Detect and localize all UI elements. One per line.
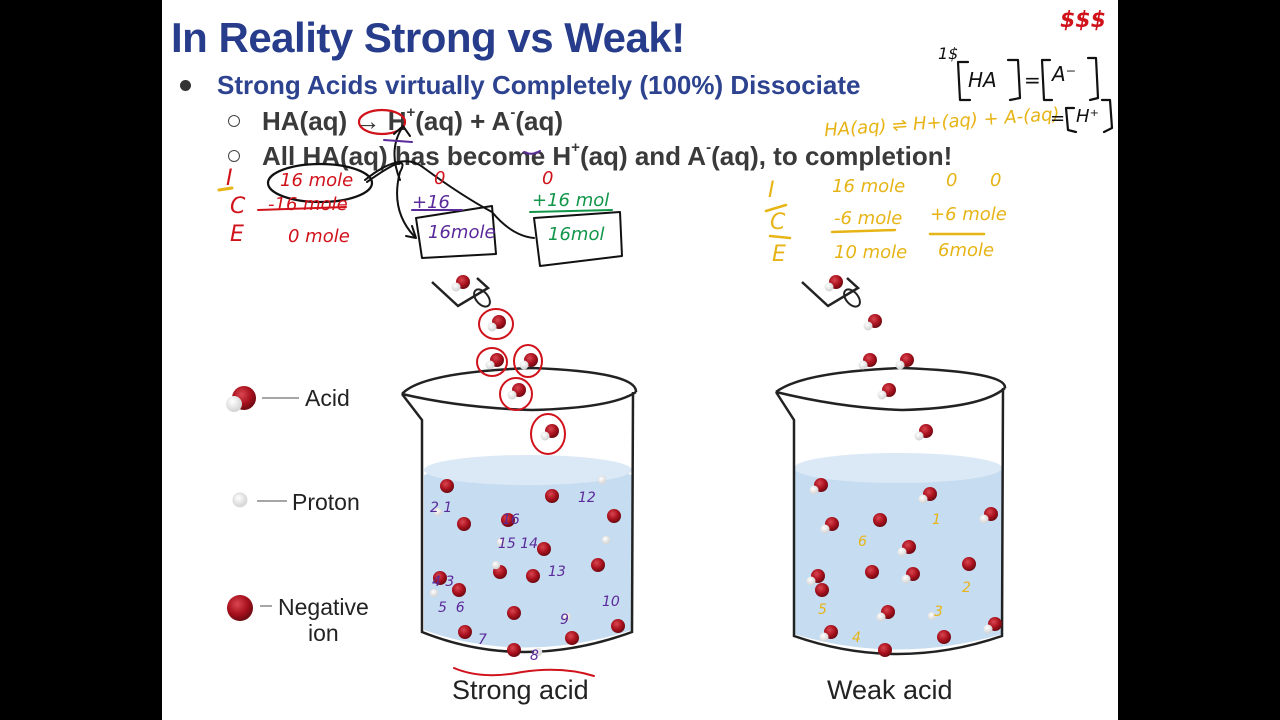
- handwritten-annotations: [217, 56, 1114, 677]
- diagram-graphics: [217, 56, 1114, 677]
- strong-h-initial: 0: [434, 168, 446, 189]
- weak-ha-initial: 16 mole: [832, 176, 906, 197]
- strong-a-initial: 0: [542, 168, 554, 189]
- count-label: 8: [530, 648, 539, 664]
- eq2-equals: =: [1050, 108, 1066, 129]
- weak-ice-i: I: [768, 178, 775, 203]
- legend-acid-label: Acid: [305, 385, 350, 411]
- proton-icon: [232, 492, 248, 508]
- weak-ha-equil: 10 mole: [834, 242, 908, 263]
- count-label: 13: [548, 564, 566, 580]
- weak-acid-beaker: [774, 275, 1007, 657]
- count-label: 9: [560, 612, 569, 628]
- weak-acid-caption: Weak acid: [827, 675, 953, 705]
- weak-product-change: +6 mole: [930, 204, 1007, 225]
- strong-ha-change: -16 mole: [268, 194, 348, 215]
- strong-h-equil: 16mole: [428, 222, 496, 243]
- ice-label-e: E: [230, 222, 244, 247]
- strong-ha-initial: 16 mole: [280, 170, 354, 191]
- count-label: 6: [858, 534, 867, 550]
- weak-ice-e: E: [772, 242, 786, 267]
- strong-a-change: +16 mol: [532, 190, 610, 211]
- count-label: 2: [962, 580, 971, 596]
- count-label: 3: [934, 604, 943, 620]
- weak-ha-change: -6 mole: [834, 208, 903, 229]
- bracket-h-plus: H⁺: [1076, 106, 1100, 127]
- count-label: 5 6: [438, 600, 465, 616]
- count-label: 5: [818, 602, 827, 618]
- bullet-dot-icon: [180, 79, 191, 91]
- count-label: 4: [852, 630, 861, 646]
- strong-h-change: +16: [412, 192, 450, 213]
- count-label: 15 14: [498, 536, 539, 552]
- acid-molecule-icon: [226, 386, 256, 412]
- count-label: 10: [602, 594, 620, 610]
- strong-acid-caption: Strong acid: [452, 675, 589, 705]
- hollow-bullet-icon: [228, 150, 240, 163]
- top-right-prefix: 1$: [938, 44, 959, 63]
- slide-title: In Reality Strong vs Weak!: [171, 14, 685, 61]
- count-label: 4 3: [432, 574, 455, 590]
- legend-proton-label: Proton: [292, 489, 360, 515]
- weak-product-equil: 6mole: [938, 240, 995, 261]
- ice-label-i: I: [226, 166, 233, 191]
- ice-label-c: C: [230, 194, 246, 219]
- count-label: 1: [932, 512, 941, 528]
- weak-ice-c: C: [770, 210, 786, 235]
- count-label: 16: [502, 512, 520, 528]
- bracket-a-minus: A⁻: [1052, 62, 1077, 86]
- bullet-text: Strong Acids virtually Completely (100%)…: [217, 70, 861, 100]
- weak-h-initial: 0: [946, 170, 958, 191]
- bracket-ha: HA: [968, 68, 997, 92]
- strong-a-equil: 16mol: [548, 224, 605, 245]
- weak-a-initial: 0: [990, 170, 1002, 191]
- sub-bullet-completion: All HA(aq) has become H+(aq) and A-(aq),…: [228, 139, 952, 172]
- eq1-equals: =: [1024, 68, 1041, 92]
- strong-acid-beaker: [401, 275, 638, 657]
- count-label: 12: [578, 490, 596, 506]
- slide: In Reality Strong vs Weak! Strong Acids …: [162, 0, 1118, 720]
- count-label: 2 1: [430, 500, 453, 516]
- strong-ha-equil: 0 mole: [288, 226, 350, 247]
- negative-ion-icon: [227, 595, 253, 621]
- bullet-strong-acids: Strong Acids virtually Completely (100%)…: [180, 70, 860, 101]
- count-label: 7: [478, 632, 487, 648]
- money-scribble: $$$: [1060, 8, 1106, 33]
- hollow-bullet-icon: [228, 115, 240, 128]
- legend-negative-ion-label: Negative ion: [278, 594, 369, 646]
